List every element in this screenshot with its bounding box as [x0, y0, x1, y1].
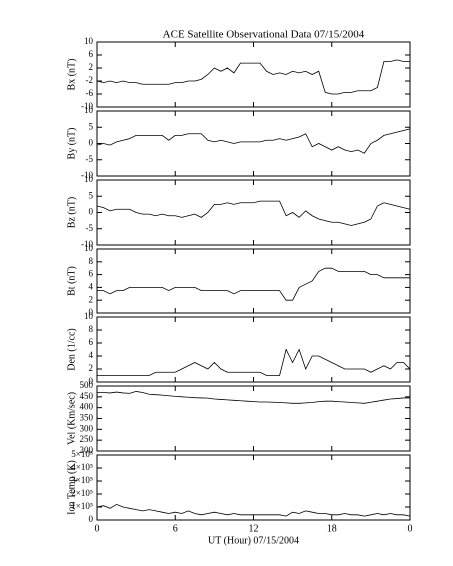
y-axis-label: Den (1/cc)	[66, 328, 77, 370]
x-axis-label: UT (Hour) 07/15/2004	[208, 535, 299, 546]
y-tick-label: 4×10⁵	[71, 462, 93, 472]
y-tick-label: 5	[89, 190, 94, 200]
y-tick-label: 2	[89, 294, 94, 304]
y-tick-label: 0	[89, 376, 94, 386]
y-tick-label: 450	[80, 391, 94, 401]
data-line	[96, 59, 410, 95]
y-tick-label: 6	[89, 49, 94, 59]
y-tick-label: 2×10⁵	[71, 488, 93, 498]
y-tick-label: 300	[80, 423, 94, 433]
data-line	[97, 267, 410, 301]
data-line	[96, 128, 411, 154]
x-tick-label: 12	[249, 523, 259, 534]
y-axis-label: Ion Temp (K)	[66, 460, 77, 515]
panel-frame	[96, 179, 411, 246]
x-tick-label: 0	[95, 523, 100, 534]
y-tick-label: 1×10⁵	[71, 501, 93, 511]
y-tick-label: 6	[89, 337, 94, 347]
y-axis-label: Bt (nT)	[66, 266, 77, 296]
y-tick-label: 500	[80, 380, 94, 390]
y-tick-label: 10	[84, 174, 94, 184]
y-tick-label: 0	[89, 307, 94, 317]
x-tick-label: 18	[327, 523, 337, 534]
y-axis-label: Bz (nT)	[66, 197, 77, 228]
y-tick-label: 8	[89, 324, 94, 334]
y-tick-label: 8	[89, 256, 94, 266]
y-tick-label: 10	[84, 243, 94, 253]
y-tick-label: 5×10⁵	[71, 449, 93, 459]
y-tick-label: 0	[89, 207, 94, 217]
y-tick-label: -2	[86, 75, 94, 85]
y-axis-label: By (nT)	[66, 128, 77, 160]
y-tick-label: -6	[86, 88, 94, 98]
y-tick-label: -10	[81, 170, 93, 180]
y-tick-label: 0	[89, 138, 94, 148]
data-line	[97, 391, 410, 404]
y-tick-label: 2	[89, 363, 94, 373]
y-tick-label: 2	[89, 62, 94, 72]
data-line	[96, 200, 411, 226]
y-tick-label: -5	[86, 154, 94, 164]
y-tick-label: 10	[84, 105, 94, 115]
y-tick-label: 200	[80, 445, 94, 455]
y-tick-label: -10	[81, 239, 93, 249]
panel-frame	[96, 110, 411, 177]
y-axis-label: Vel (Km/sec)	[66, 392, 77, 445]
y-tick-label: 6	[89, 269, 94, 279]
x-tick-label: 0	[408, 523, 413, 534]
y-tick-label: 350	[80, 413, 94, 423]
data-line	[97, 348, 411, 376]
y-tick-label: 5	[89, 121, 94, 131]
y-tick-label: 10	[84, 36, 94, 46]
y-tick-label: 400	[80, 402, 94, 412]
chart-title: ACE Satellite Observational Data 07/15/2…	[163, 29, 365, 41]
y-tick-label: 10	[84, 311, 94, 321]
y-tick-label: 0	[89, 514, 94, 524]
x-tick-label: 6	[173, 523, 178, 534]
y-axis-label: Bx (nT)	[66, 59, 77, 91]
panel-frame	[96, 248, 411, 314]
y-tick-label: -10	[81, 101, 93, 111]
panel-frame	[96, 385, 411, 452]
panel-frame	[96, 41, 411, 108]
data-line	[96, 503, 411, 517]
y-tick-label: -5	[86, 223, 94, 233]
y-tick-label: 3×10⁵	[71, 475, 93, 485]
y-tick-label: 250	[80, 434, 94, 444]
y-tick-label: 4	[89, 350, 94, 360]
y-tick-label: 4	[89, 281, 94, 291]
